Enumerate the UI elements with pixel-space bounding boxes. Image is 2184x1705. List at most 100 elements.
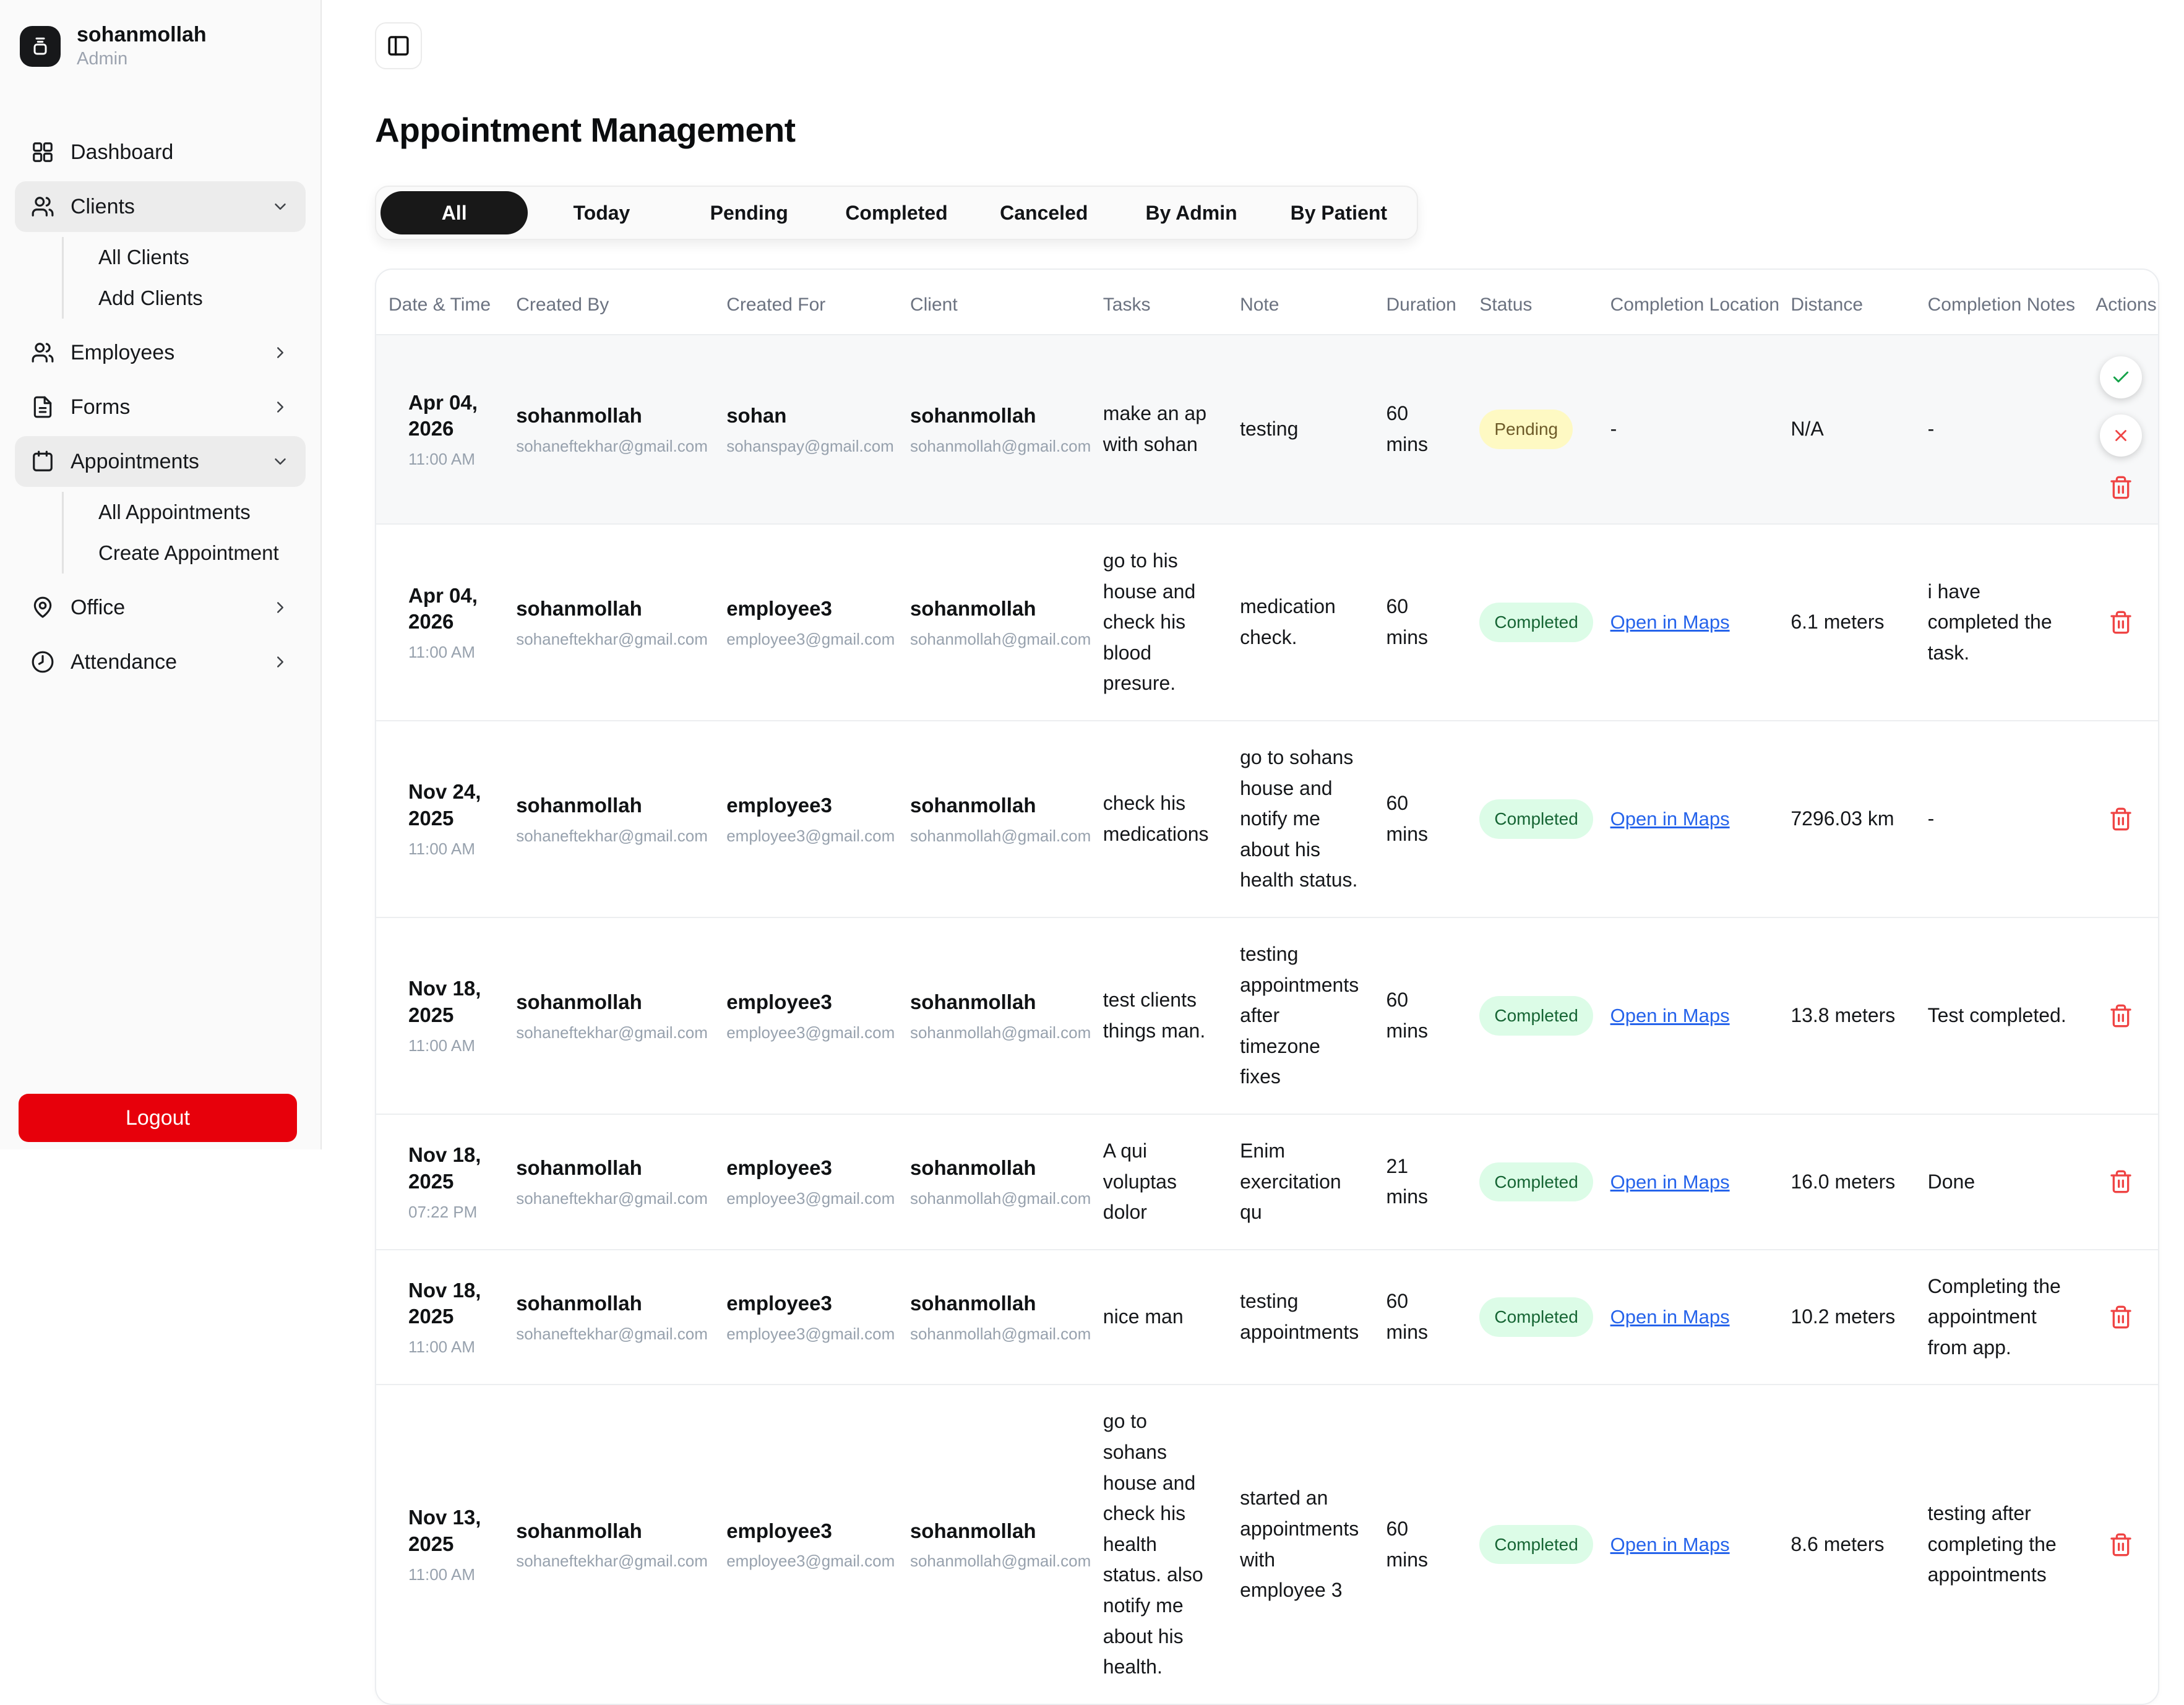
delete-button[interactable] xyxy=(2106,1167,2136,1196)
chevron-right-icon xyxy=(271,398,290,416)
dashboard-grid-icon xyxy=(31,140,54,164)
sidebar-item-add-clients[interactable]: Add Clients xyxy=(98,286,203,310)
filter-tab[interactable]: By Admin xyxy=(1117,191,1265,234)
client-email: sohanmollah@gmail.com xyxy=(909,1023,1091,1042)
appointment-time: 11:00 AM xyxy=(408,1565,475,1584)
status-badge: Completed xyxy=(1479,603,1593,642)
user-name: sohanmollah xyxy=(77,23,207,46)
duration-cell: 60 mins xyxy=(1374,1384,1468,1704)
completion-notes-cell: Done xyxy=(1915,1113,2084,1250)
filter-tab[interactable]: Today xyxy=(528,191,675,234)
status-badge: Completed xyxy=(1479,799,1593,839)
tasks-cell: test clients things man. xyxy=(1090,916,1228,1114)
sidebar-toggle-button[interactable] xyxy=(375,22,422,69)
appointment-time: 11:00 AM xyxy=(408,643,475,662)
sidebar-item-clients[interactable]: Clients xyxy=(15,181,306,233)
appointment-date: Nov 18, 2025 xyxy=(408,977,481,1027)
appointment-row: Nov 18, 2025 07:22 PM sohanmollah sohane… xyxy=(376,1113,2158,1250)
appointment-date: Nov 18, 2025 xyxy=(408,1143,481,1193)
user-block: sohanmollah Admin xyxy=(15,17,306,70)
appointment-time: 11:00 AM xyxy=(408,1338,475,1357)
delete-button[interactable] xyxy=(2106,1001,2136,1031)
completion-notes-cell: testing after completing the appointment… xyxy=(1915,1384,2084,1704)
completion-notes-cell: Completing the appointment from app. xyxy=(1915,1248,2084,1385)
delete-button[interactable] xyxy=(2106,1302,2136,1332)
appointments-table: Date & Time Created By Created For Client Ta… xyxy=(376,270,2158,1704)
appointment-row: Apr 04, 2026 11:00 AM sohanmollah sohane… xyxy=(376,335,2158,524)
reject-button[interactable] xyxy=(2099,414,2142,457)
created-by-email: sohaneftekhar@gmail.com xyxy=(516,436,708,455)
created-by-name: sohanmollah xyxy=(516,1156,642,1180)
created-by-email: sohaneftekhar@gmail.com xyxy=(516,1552,708,1571)
filter-tab[interactable]: Canceled xyxy=(970,191,1117,234)
created-for-name: employee3 xyxy=(726,1156,832,1180)
users-icon xyxy=(31,341,54,364)
sidebar-item-dashboard[interactable]: Dashboard xyxy=(15,127,306,178)
appointment-time: 07:22 PM xyxy=(408,1202,478,1221)
note-cell: started an appointments with employee 3 xyxy=(1227,1384,1374,1704)
filter-tab[interactable]: Pending xyxy=(676,191,823,234)
trash-icon xyxy=(2110,611,2131,634)
status-badge: Completed xyxy=(1479,1524,1593,1565)
trash-icon xyxy=(2110,1004,2131,1028)
created-by-name: sohanmollah xyxy=(516,1292,642,1315)
sidebar-item-all-appointments[interactable]: All Appointments xyxy=(98,500,251,524)
created-for-name: employee3 xyxy=(726,1292,832,1315)
delete-button[interactable] xyxy=(2106,1530,2136,1560)
created-by-name: sohanmollah xyxy=(516,403,642,427)
open-in-maps-link[interactable]: Open in Maps xyxy=(1610,611,1730,633)
sidebar-item-employees[interactable]: Employees xyxy=(15,327,306,378)
printer-icon xyxy=(33,37,47,55)
sidebar-item-attendance[interactable]: Attendance xyxy=(15,637,306,687)
open-in-maps-link[interactable]: Open in Maps xyxy=(1610,1005,1730,1027)
created-for-email: employee3@gmail.com xyxy=(726,1023,895,1042)
created-by-name: sohanmollah xyxy=(516,793,642,817)
created-by-name: sohanmollah xyxy=(516,990,642,1013)
sidebar-item-appointments[interactable]: Appointments xyxy=(15,436,306,487)
appointment-date: Nov 13, 2025 xyxy=(408,1506,481,1556)
status-badge: Completed xyxy=(1479,1297,1593,1337)
filter-tab[interactable]: All xyxy=(380,191,528,234)
chevron-right-icon xyxy=(271,343,290,362)
open-in-maps-link[interactable]: Open in Maps xyxy=(1610,1533,1730,1555)
appointment-date: Apr 04, 2026 xyxy=(408,583,478,633)
created-for-email: employee3@gmail.com xyxy=(726,1324,895,1343)
delete-button[interactable] xyxy=(2106,473,2136,502)
note-cell: testing appointments xyxy=(1227,1248,1374,1385)
map-pin-icon xyxy=(31,596,54,619)
sidebar-item-forms[interactable]: Forms xyxy=(15,382,306,432)
avatar xyxy=(20,25,61,67)
created-by-email: sohaneftekhar@gmail.com xyxy=(516,826,708,845)
completion-notes-cell: i have completed the task. xyxy=(1915,523,2084,721)
client-email: sohanmollah@gmail.com xyxy=(909,826,1091,845)
client-name: sohanmollah xyxy=(909,596,1036,620)
distance-cell: 7296.03 km xyxy=(1778,719,1915,917)
completion-notes-cell: - xyxy=(1915,719,2084,917)
column-header: Created For xyxy=(714,270,898,335)
trash-icon xyxy=(2110,476,2131,499)
main-content: Appointment Management All Today Pending… xyxy=(322,0,2184,1705)
client-name: sohanmollah xyxy=(909,793,1036,817)
sidebar-item-create-appointment[interactable]: Create Appointment xyxy=(98,541,279,565)
approve-button[interactable] xyxy=(2099,356,2142,398)
open-in-maps-link[interactable]: Open in Maps xyxy=(1610,1306,1730,1328)
filter-tab[interactable]: Completed xyxy=(823,191,970,234)
sidebar-item-all-clients[interactable]: All Clients xyxy=(98,246,189,269)
client-name: sohanmollah xyxy=(909,1519,1036,1542)
chevron-right-icon xyxy=(271,653,290,671)
calendar-icon xyxy=(31,450,54,473)
filter-tab[interactable]: By Patient xyxy=(1265,191,1412,234)
delete-button[interactable] xyxy=(2106,608,2136,637)
appointments-submenu: All Appointments Create Appointment xyxy=(62,492,306,574)
row-actions xyxy=(2096,1001,2146,1031)
panel-left-icon xyxy=(385,33,411,59)
open-in-maps-link[interactable]: Open in Maps xyxy=(1610,1170,1730,1193)
logout-button[interactable]: Logout xyxy=(19,1094,297,1142)
appointments-table-card: Date & Time Created By Created For Client Ta… xyxy=(375,268,2159,1705)
delete-button[interactable] xyxy=(2106,804,2136,834)
duration-cell: 21 mins xyxy=(1374,1113,1468,1250)
client-email: sohanmollah@gmail.com xyxy=(909,629,1091,648)
sidebar-item-office[interactable]: Office xyxy=(15,582,306,633)
open-in-maps-link[interactable]: Open in Maps xyxy=(1610,808,1730,830)
created-for-name: sohan xyxy=(726,403,787,427)
